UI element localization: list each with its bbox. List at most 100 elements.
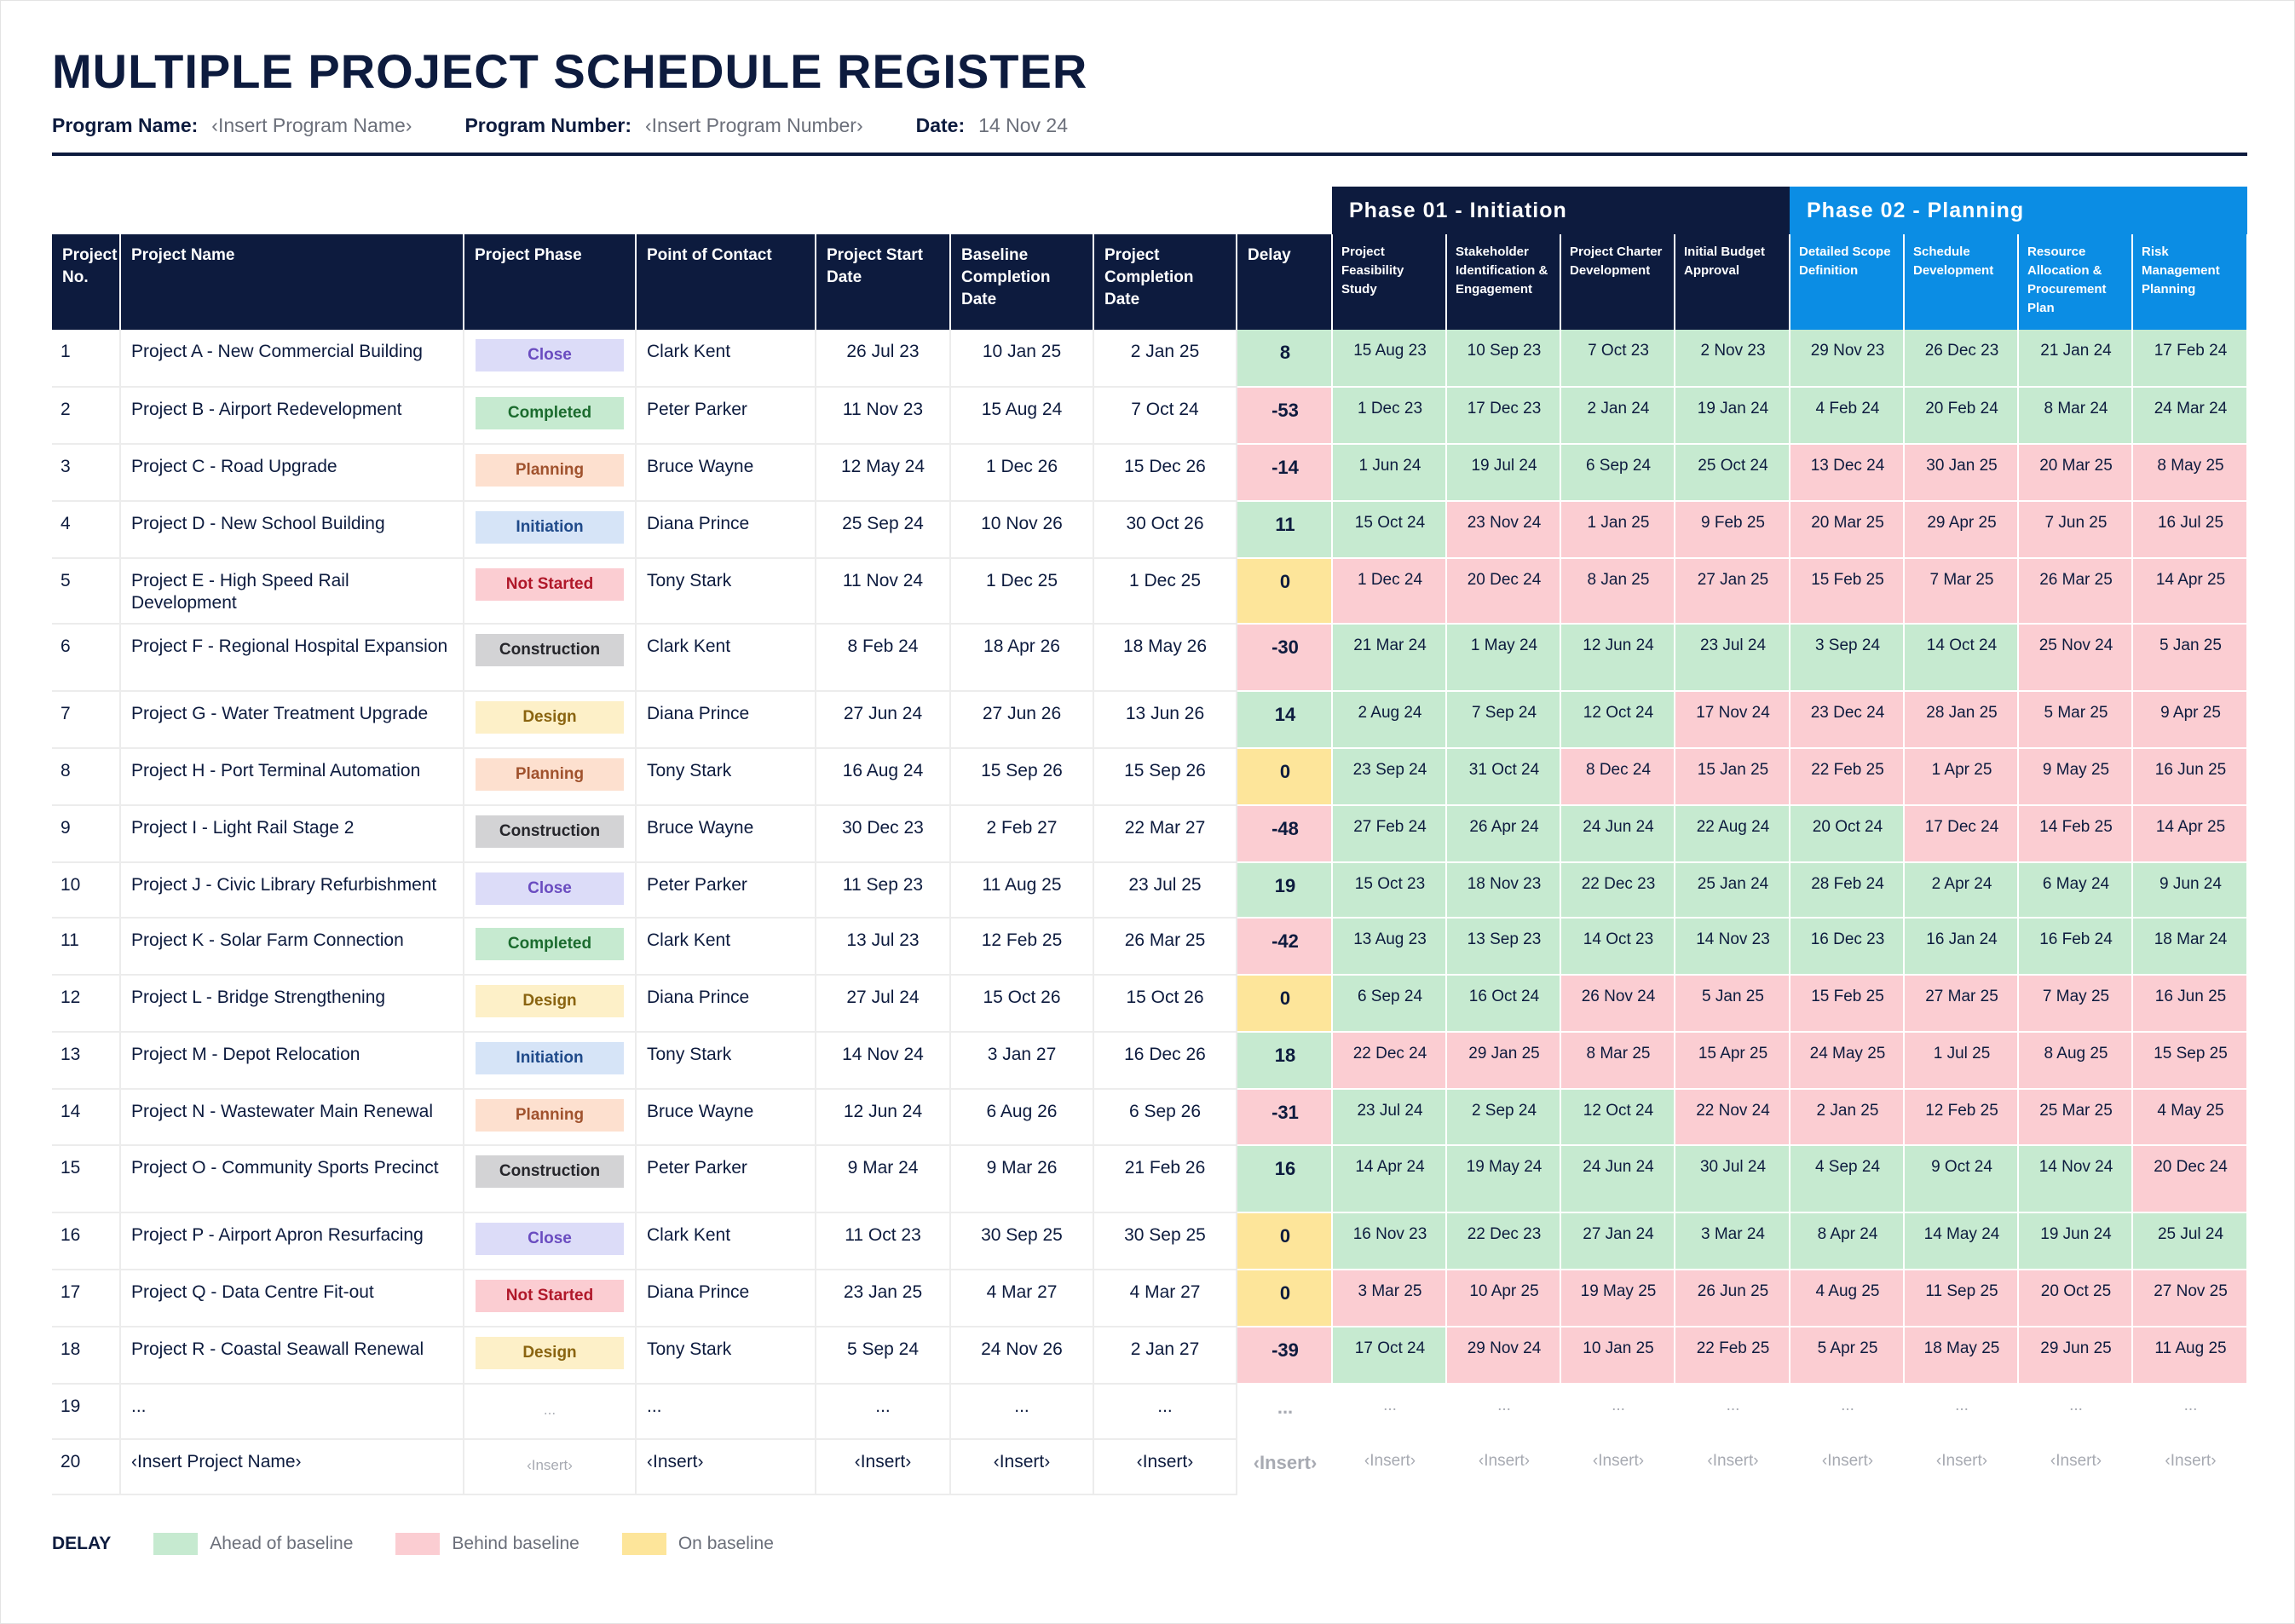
contact-cell[interactable]: Diana Prince	[636, 500, 816, 559]
contact-cell[interactable]: Diana Prince	[636, 1269, 816, 1327]
phase-badge[interactable]: ...	[543, 1401, 556, 1418]
milestone-cell[interactable]: 7 Sep 24	[1446, 691, 1561, 750]
milestone-cell[interactable]: 8 Mar 25	[1560, 1032, 1675, 1091]
milestone-cell[interactable]: 21 Mar 24	[1332, 624, 1447, 693]
phase-badge[interactable]: ‹Insert›	[527, 1456, 573, 1473]
milestone-cell[interactable]: 26 Dec 23	[1904, 330, 2019, 388]
project-name-cell[interactable]: Project B - Airport Redevelopment	[120, 386, 464, 445]
baseline-date-cell[interactable]: 24 Nov 26	[950, 1326, 1094, 1385]
milestone-cell[interactable]: 14 Apr 25	[2132, 805, 2248, 864]
milestone-cell[interactable]: 1 Jun 24	[1332, 443, 1447, 502]
milestone-cell[interactable]: 17 Feb 24	[2132, 330, 2248, 388]
table-row[interactable]: 15 Project O - Community Sports Precinct C…	[52, 1144, 2248, 1213]
project-name-cell[interactable]: Project O - Community Sports Precinct	[120, 1144, 464, 1213]
start-date-cell[interactable]: ‹Insert›	[816, 1438, 951, 1496]
milestone-cell[interactable]: ‹Insert›	[1790, 1438, 1905, 1496]
milestone-cell[interactable]: 4 Feb 24	[1790, 386, 1905, 445]
milestone-cell[interactable]: 1 May 24	[1446, 624, 1561, 693]
completion-date-cell[interactable]: 13 Jun 26	[1093, 691, 1237, 750]
completion-date-cell[interactable]: 1 Dec 25	[1093, 557, 1237, 625]
start-date-cell[interactable]: 9 Mar 24	[816, 1144, 951, 1213]
phase-badge[interactable]: Planning	[476, 758, 624, 792]
milestone-cell[interactable]: 15 Jan 25	[1675, 748, 1790, 807]
milestone-cell[interactable]: 22 Dec 23	[1446, 1212, 1561, 1270]
milestone-cell[interactable]: 1 Jan 25	[1560, 500, 1675, 559]
start-date-cell[interactable]: 13 Jul 23	[816, 918, 951, 976]
milestone-cell[interactable]: 30 Jul 24	[1675, 1144, 1790, 1213]
milestone-cell[interactable]: 5 Jan 25	[2132, 624, 2248, 693]
milestone-cell[interactable]: 12 Oct 24	[1560, 691, 1675, 750]
contact-cell[interactable]: Tony Stark	[636, 557, 816, 625]
milestone-cell[interactable]: 26 Jun 25	[1675, 1269, 1790, 1327]
project-name-cell[interactable]: Project P - Airport Apron Resurfacing	[120, 1212, 464, 1270]
milestone-cell[interactable]: 27 Jan 24	[1560, 1212, 1675, 1270]
milestone-cell[interactable]: 19 Jul 24	[1446, 443, 1561, 502]
completion-date-cell[interactable]: 15 Dec 26	[1093, 443, 1237, 502]
milestone-cell[interactable]: 23 Dec 24	[1790, 691, 1905, 750]
milestone-cell[interactable]: 12 Feb 25	[1904, 1089, 2019, 1146]
phase-badge[interactable]: Design	[476, 701, 624, 734]
milestone-cell[interactable]: 15 Oct 24	[1332, 500, 1447, 559]
table-row[interactable]: 8 Project H - Port Terminal Automation Pla…	[52, 748, 2248, 807]
milestone-cell[interactable]: 22 Dec 24	[1332, 1032, 1447, 1091]
milestone-cell[interactable]: 18 May 25	[1904, 1326, 2019, 1385]
milestone-cell[interactable]: 15 Feb 25	[1790, 975, 1905, 1034]
contact-cell[interactable]: Peter Parker	[636, 862, 816, 919]
baseline-date-cell[interactable]: 15 Aug 24	[950, 386, 1094, 445]
table-row[interactable]: 9 Project I - Light Rail Stage 2 Construct…	[52, 805, 2248, 864]
table-row[interactable]: 20 ‹Insert Project Name› ‹Insert› ‹Insert› ‹…	[52, 1438, 2248, 1496]
completion-date-cell[interactable]: 18 May 26	[1093, 624, 1237, 693]
milestone-cell[interactable]: 7 Mar 25	[1904, 557, 2019, 625]
phase-badge[interactable]: Planning	[476, 1099, 624, 1132]
completion-date-cell[interactable]: ‹Insert›	[1093, 1438, 1237, 1496]
col-header-budget[interactable]: Initial Budget Approval	[1675, 234, 1790, 330]
milestone-cell[interactable]: 29 Nov 24	[1446, 1326, 1561, 1385]
milestone-cell[interactable]: 17 Oct 24	[1332, 1326, 1447, 1385]
milestone-cell[interactable]: 19 Jan 24	[1675, 386, 1790, 445]
milestone-cell[interactable]: ‹Insert›	[2132, 1438, 2248, 1496]
project-name-cell[interactable]: Project L - Bridge Strengthening	[120, 975, 464, 1034]
milestone-cell[interactable]: 4 May 25	[2132, 1089, 2248, 1146]
start-date-cell[interactable]: 27 Jun 24	[816, 691, 951, 750]
milestone-cell[interactable]: ...	[1790, 1383, 1905, 1440]
col-header-baseline-date[interactable]: Baseline Completion Date	[950, 234, 1094, 330]
col-header-delay[interactable]: Delay	[1237, 234, 1333, 330]
milestone-cell[interactable]: 9 Jun 24	[2132, 862, 2248, 919]
contact-cell[interactable]: Diana Prince	[636, 691, 816, 750]
contact-cell[interactable]: Bruce Wayne	[636, 805, 816, 864]
milestone-cell[interactable]: 4 Aug 25	[1790, 1269, 1905, 1327]
milestone-cell[interactable]: 20 Oct 25	[2018, 1269, 2133, 1327]
col-header-project-phase[interactable]: Project Phase	[464, 234, 637, 330]
completion-date-cell[interactable]: 6 Sep 26	[1093, 1089, 1237, 1146]
project-name-cell[interactable]: Project G - Water Treatment Upgrade	[120, 691, 464, 750]
baseline-date-cell[interactable]: 10 Nov 26	[950, 500, 1094, 559]
milestone-cell[interactable]: 20 Mar 25	[1790, 500, 1905, 559]
start-date-cell[interactable]: 11 Nov 23	[816, 386, 951, 445]
milestone-cell[interactable]: 18 Mar 24	[2132, 918, 2248, 976]
completion-date-cell[interactable]: 22 Mar 27	[1093, 805, 1237, 864]
table-row[interactable]: 2 Project B - Airport Redevelopment Comple…	[52, 386, 2248, 445]
milestone-cell[interactable]: 31 Oct 24	[1446, 748, 1561, 807]
phase-badge[interactable]: Construction	[476, 634, 624, 667]
completion-date-cell[interactable]: 23 Jul 25	[1093, 862, 1237, 919]
milestone-cell[interactable]: 28 Feb 24	[1790, 862, 1905, 919]
phase-badge[interactable]: Construction	[476, 815, 624, 849]
program-name-value[interactable]: ‹Insert Program Name›	[211, 113, 412, 136]
contact-cell[interactable]: Peter Parker	[636, 1144, 816, 1213]
completion-date-cell[interactable]: ...	[1093, 1383, 1237, 1440]
contact-cell[interactable]: Clark Kent	[636, 918, 816, 976]
milestone-cell[interactable]: 16 Jun 25	[2132, 748, 2248, 807]
milestone-cell[interactable]: 14 Oct 24	[1904, 624, 2019, 693]
milestone-cell[interactable]: 24 Jun 24	[1560, 805, 1675, 864]
milestone-cell[interactable]: 8 Aug 25	[2018, 1032, 2133, 1091]
milestone-cell[interactable]: ‹Insert›	[2018, 1438, 2133, 1496]
phase-badge[interactable]: Completed	[476, 928, 624, 961]
project-name-cell[interactable]: Project M - Depot Relocation	[120, 1032, 464, 1091]
date-value[interactable]: 14 Nov 24	[978, 113, 1068, 136]
milestone-cell[interactable]: 9 Feb 25	[1675, 500, 1790, 559]
phase-badge[interactable]: Initiation	[476, 510, 624, 544]
project-name-cell[interactable]: Project D - New School Building	[120, 500, 464, 559]
milestone-cell[interactable]: 7 Jun 25	[2018, 500, 2133, 559]
milestone-cell[interactable]: 22 Nov 24	[1675, 1089, 1790, 1146]
table-row[interactable]: 13 Project M - Depot Relocation Initiation…	[52, 1032, 2248, 1091]
